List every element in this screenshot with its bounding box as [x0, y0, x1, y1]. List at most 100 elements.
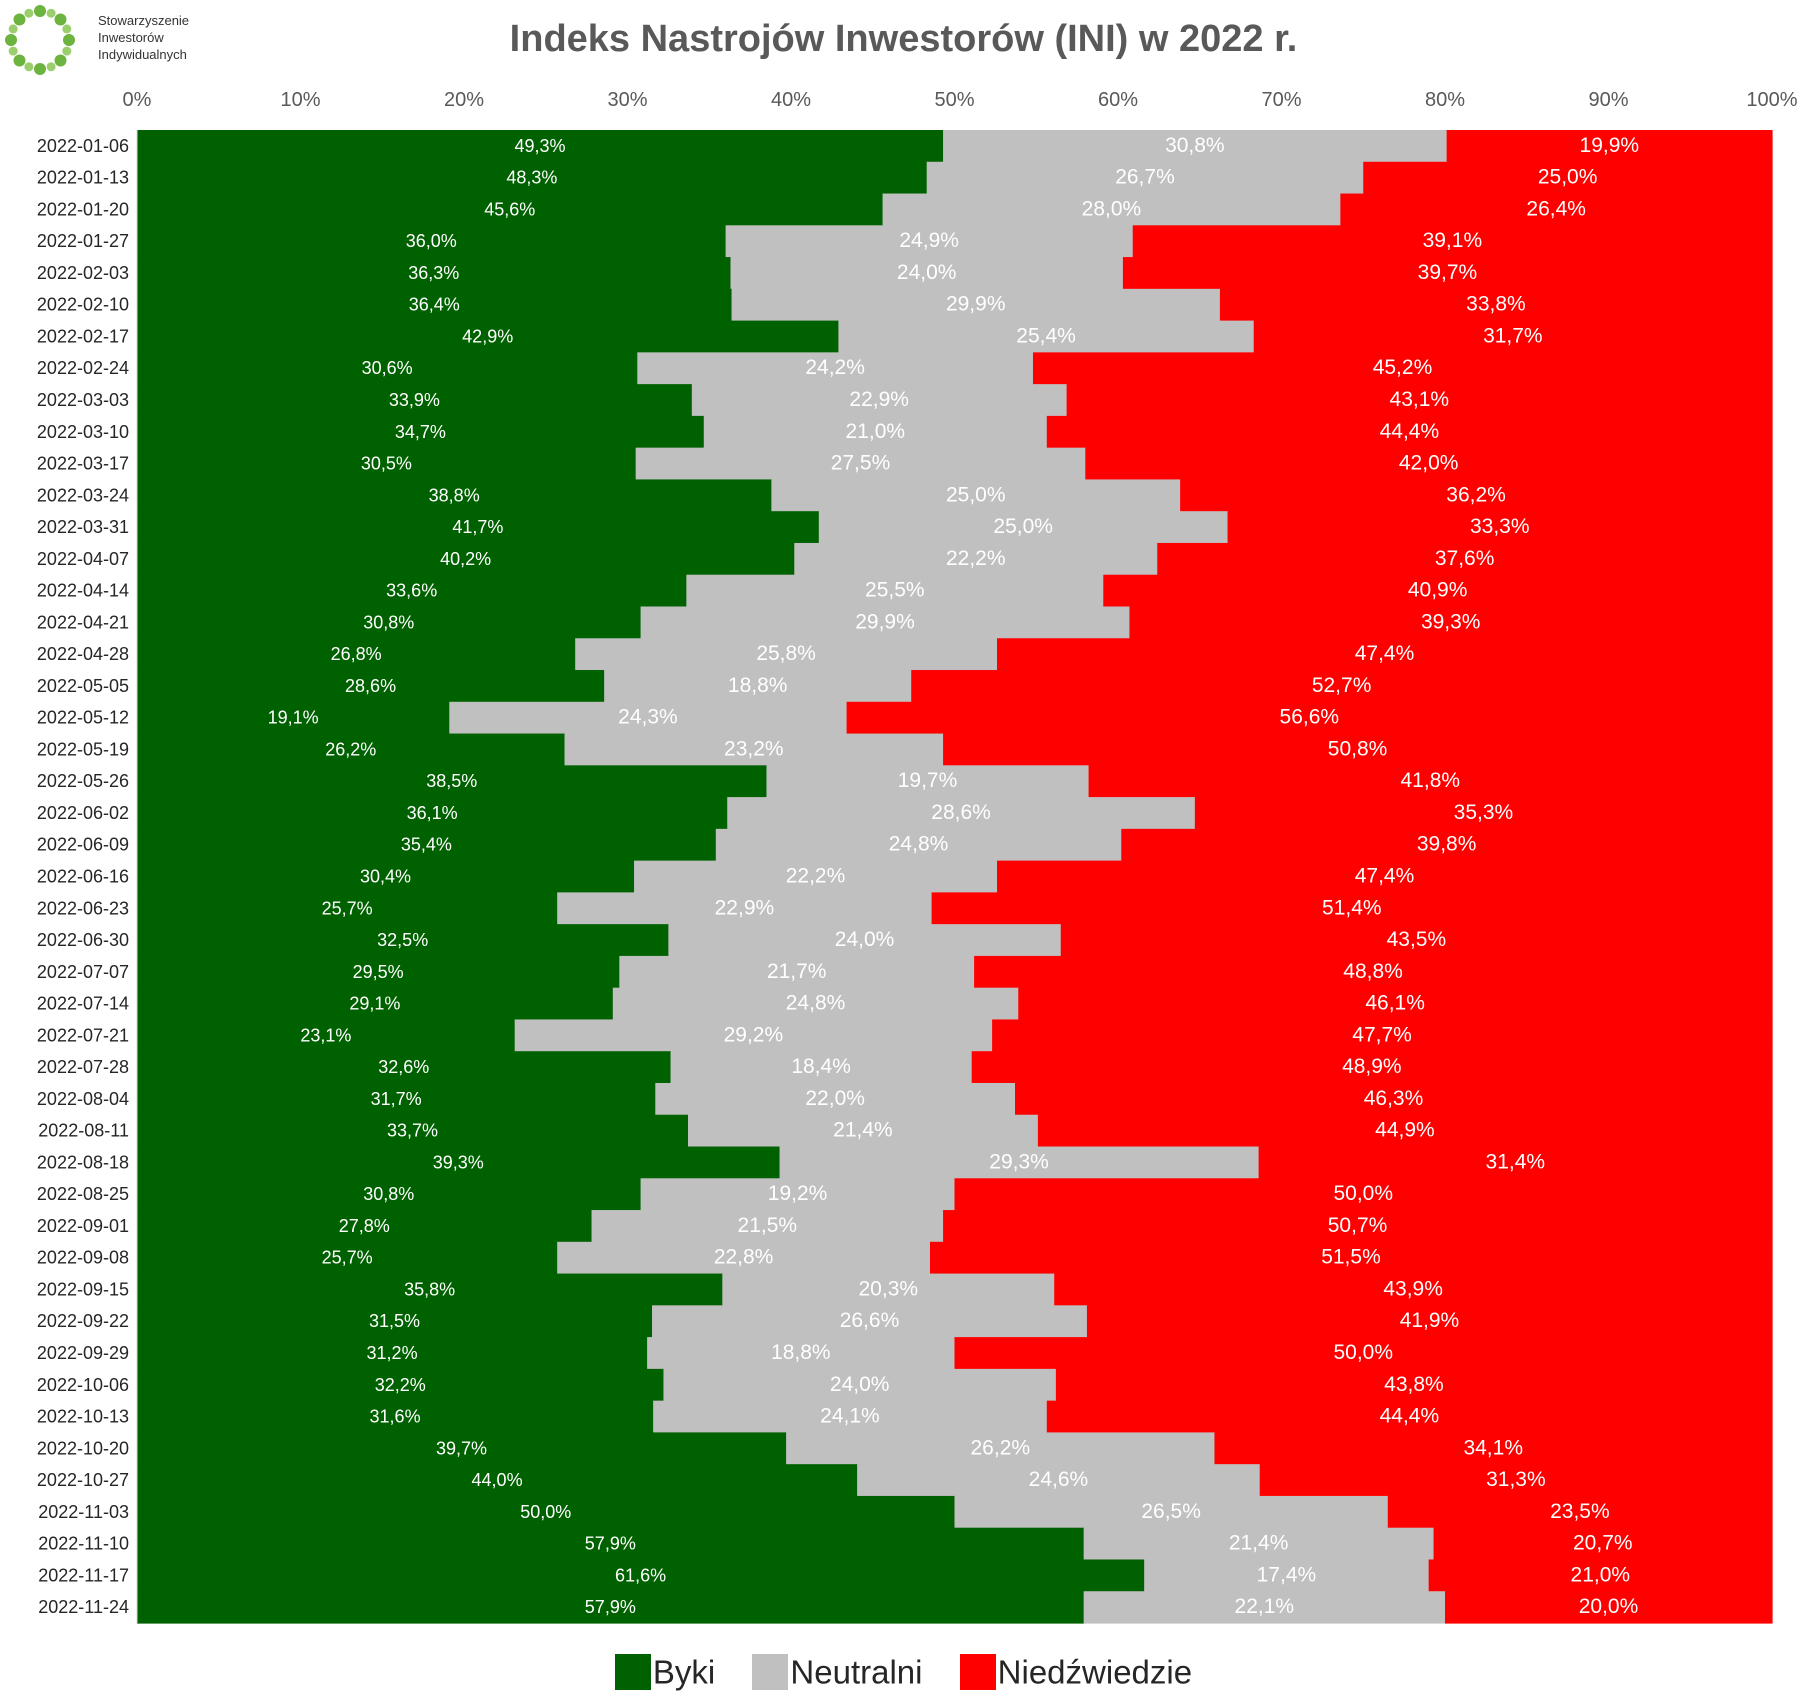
data-label-byki: 45,6% [484, 199, 535, 219]
bar-byki [137, 1051, 672, 1084]
bar-byki [137, 606, 642, 639]
data-label-neutralni: 29,9% [946, 293, 1006, 316]
data-label-niedźwiedzie: 47,7% [1352, 1023, 1412, 1046]
legend-label-niedzwiedzie: Niedźwiedzie [997, 1653, 1193, 1691]
bar-neutralni [857, 1464, 1261, 1497]
bar-niedźwiedzie [943, 1210, 1773, 1243]
bar-niedźwiedzie [929, 1241, 1773, 1275]
data-label-neutralni: 25,5% [865, 579, 925, 602]
data-label-byki: 27,8% [339, 1216, 390, 1236]
bar-byki [137, 415, 705, 449]
y-tick-label: 2022-04-28 [37, 644, 129, 664]
data-label-neutralni: 21,0% [846, 420, 906, 443]
data-label-niedźwiedzie: 20,7% [1573, 1532, 1633, 1555]
y-tick-label: 2022-07-14 [37, 994, 129, 1014]
data-label-niedźwiedzie: 44,4% [1380, 1405, 1440, 1428]
bar-niedźwiedzie [997, 638, 1773, 671]
data-label-niedźwiedzie: 50,8% [1328, 737, 1388, 760]
bar-neutralni [686, 574, 1104, 608]
bar-byki [137, 161, 928, 195]
logo-dot [46, 62, 56, 72]
bar-niedźwiedzie [1227, 511, 1773, 544]
data-label-niedźwiedzie: 36,2% [1446, 483, 1506, 506]
data-label-niedźwiedzie: 20,0% [1579, 1595, 1639, 1618]
data-label-neutralni: 22,9% [715, 896, 775, 919]
legend-swatch-niedzwiedzie [959, 1654, 996, 1691]
data-label-neutralni: 24,0% [897, 261, 957, 284]
data-label-niedźwiedzie: 50,7% [1328, 1214, 1388, 1237]
bar-niedźwiedzie [1066, 384, 1773, 417]
bar-niedźwiedzie [1428, 1559, 1773, 1592]
bar-byki [137, 1464, 858, 1497]
legend-item-niedzwiedzie: Niedźwiedzie [959, 1651, 1193, 1691]
data-label-niedźwiedzie: 40,9% [1408, 579, 1468, 602]
bar-niedźwiedzie [997, 860, 1773, 893]
data-label-niedźwiedzie: 31,3% [1486, 1468, 1546, 1491]
bar-byki [137, 1591, 1085, 1624]
data-label-neutralni: 24,1% [820, 1405, 880, 1428]
y-tick-label: 2022-11-24 [38, 1597, 129, 1617]
data-label-byki: 38,8% [429, 485, 480, 505]
y-tick-label: 2022-08-18 [37, 1152, 129, 1172]
bar-byki [137, 1019, 516, 1052]
y-tick-label: 2022-06-16 [37, 867, 129, 887]
data-label-neutralni: 24,0% [830, 1373, 890, 1396]
bar-niedźwiedzie [1103, 574, 1773, 608]
data-label-byki: 26,8% [331, 644, 382, 664]
data-label-niedźwiedzie: 39,8% [1417, 833, 1477, 856]
data-label-byki: 28,6% [345, 676, 396, 696]
bar-byki [137, 955, 620, 989]
bar-neutralni [766, 765, 1090, 798]
y-tick-label: 2022-09-01 [37, 1216, 129, 1236]
bar-byki [137, 797, 728, 830]
data-label-niedźwiedzie: 43,9% [1383, 1277, 1443, 1300]
logo-dot [13, 13, 26, 26]
legend-label-byki: Byki [652, 1653, 716, 1691]
data-label-niedźwiedzie: 48,8% [1343, 960, 1403, 983]
bar-byki [137, 1082, 656, 1116]
bar-niedźwiedzie [1055, 1368, 1773, 1402]
data-label-neutralni: 25,0% [993, 515, 1053, 538]
bar-neutralni [640, 1178, 956, 1211]
data-label-niedźwiedzie: 19,9% [1580, 134, 1640, 157]
bar-byki [137, 987, 614, 1021]
data-label-neutralni: 25,0% [946, 483, 1006, 506]
y-tick-label: 2022-04-07 [37, 549, 129, 569]
logo-dot [63, 34, 75, 46]
data-label-byki: 39,7% [436, 1438, 487, 1458]
bar-byki [137, 701, 450, 735]
data-label-byki: 35,4% [401, 835, 452, 855]
y-tick-label: 2022-10-27 [37, 1470, 129, 1490]
logo-dot [54, 54, 67, 67]
bar-byki [137, 193, 884, 226]
data-label-byki: 33,6% [386, 581, 437, 601]
data-label-neutralni: 18,4% [791, 1055, 851, 1078]
chart-legend: Byki Neutralni Niedźwiedzie [0, 1650, 1807, 1691]
data-label-neutralni: 28,6% [931, 801, 991, 824]
data-label-neutralni: 19,2% [768, 1182, 828, 1205]
bar-byki [137, 733, 566, 766]
bar-byki [137, 1241, 558, 1275]
logo-line-2: Inwestorów [98, 30, 164, 45]
data-label-niedźwiedzie: 39,3% [1421, 610, 1481, 633]
y-tick-label: 2022-02-17 [37, 326, 129, 346]
data-label-niedźwiedzie: 42,0% [1399, 452, 1459, 475]
data-label-byki: 31,2% [367, 1343, 418, 1363]
bar-neutralni [663, 1368, 1057, 1402]
x-tick-label: 90% [1588, 89, 1628, 111]
data-label-niedźwiedzie: 48,9% [1342, 1055, 1402, 1078]
bar-neutralni [619, 955, 975, 989]
bar-neutralni [612, 987, 1019, 1021]
y-tick-label: 2022-10-20 [37, 1438, 129, 1458]
data-label-neutralni: 21,7% [767, 960, 827, 983]
bar-neutralni [637, 352, 1034, 385]
logo-dot [24, 62, 34, 72]
bar-niedźwiedzie [1032, 352, 1773, 385]
logo-dot [8, 46, 18, 56]
data-label-byki: 34,7% [395, 422, 446, 442]
data-label-neutralni: 22,0% [805, 1087, 865, 1110]
data-label-neutralni: 24,2% [805, 356, 865, 379]
bar-niedźwiedzie [1446, 130, 1773, 163]
bar-neutralni [779, 1146, 1260, 1179]
x-tick-label: 80% [1425, 89, 1465, 111]
